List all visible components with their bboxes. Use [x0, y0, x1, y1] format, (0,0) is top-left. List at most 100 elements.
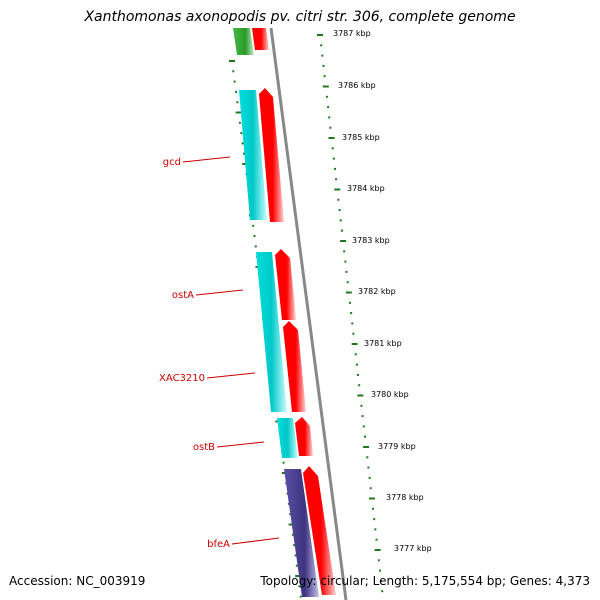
minor-tick-mark [344, 260, 347, 263]
major-tick-mark [322, 85, 329, 88]
ruler-label: 3778 kbp [386, 493, 424, 502]
reverse-strand-features [233, 28, 319, 597]
major-tick-mark [345, 291, 352, 294]
red-cds-4 [295, 417, 313, 456]
minor-tick-mark [339, 219, 342, 222]
minor-tick-mark [345, 270, 348, 273]
minor-tick-mark [235, 90, 237, 93]
gene-leader-line [195, 289, 244, 296]
ruler-label: 3786 kbp [338, 81, 376, 90]
ruler-label: 3779 kbp [378, 442, 416, 451]
minor-tick-mark [240, 132, 243, 135]
minor-tick-mark [381, 590, 384, 593]
minor-tick-mark [361, 415, 364, 418]
major-tick-mark [242, 163, 249, 165]
minor-tick-mark [357, 373, 359, 376]
red-cds-top [252, 28, 269, 50]
gene-label-ostA: ostA [172, 290, 194, 301]
red-cds-1 [259, 88, 284, 222]
major-tick-mark [357, 394, 364, 397]
minor-tick-mark [282, 461, 285, 464]
genome-backbone [269, 27, 348, 600]
cyan-cds-ostB [277, 418, 298, 458]
minor-tick-mark [358, 384, 361, 387]
minor-tick-mark [346, 281, 349, 284]
minor-tick-mark [294, 554, 297, 557]
major-tick-mark [334, 188, 341, 191]
minor-tick-mark [340, 229, 343, 232]
minor-tick-mark [360, 404, 363, 407]
minor-tick-mark [242, 152, 245, 155]
minor-tick-mark [233, 80, 236, 83]
minor-tick-mark [369, 487, 372, 490]
topology-text: Topology: circular; Length: 5,175,554 bp… [260, 574, 590, 588]
minor-tick-mark [289, 513, 292, 516]
minor-tick-mark [254, 245, 257, 248]
minor-tick-mark [253, 235, 256, 238]
gene-label-XAC3210: XAC3210 [159, 373, 205, 384]
minor-tick-mark [298, 585, 301, 588]
outer-tick-track [317, 34, 384, 593]
minor-tick-mark [287, 502, 290, 505]
minor-tick-mark [332, 157, 335, 160]
ruler-labels: 3787 kbp 3786 kbp 3785 kbp 3784 kbp 3783… [333, 29, 432, 553]
gene-label-gcd: gcd [163, 157, 181, 168]
ruler-label: 3785 kbp [342, 133, 380, 142]
minor-tick-mark [367, 466, 370, 469]
red-cds-5 [303, 466, 336, 595]
major-tick-mark [351, 343, 358, 345]
minor-tick-mark [352, 332, 355, 335]
minor-tick-mark [335, 178, 338, 181]
minor-tick-mark [321, 54, 324, 57]
minor-tick-mark [295, 564, 298, 567]
minor-tick-mark [337, 198, 340, 201]
major-tick-mark [363, 446, 370, 448]
minor-tick-mark [355, 363, 358, 366]
red-cds-3 [283, 321, 306, 412]
cyan-cds-gcd [239, 90, 267, 220]
gene-label-ostB: ostB [193, 442, 215, 453]
ruler-label: 3782 kbp [358, 287, 396, 296]
red-cds-2 [275, 249, 296, 320]
major-tick-mark [368, 497, 375, 500]
purple-cds-bfeA [284, 469, 319, 597]
ruler-label: 3783 kbp [352, 236, 390, 245]
minor-tick-mark [338, 209, 341, 212]
minor-tick-mark [293, 544, 296, 547]
minor-tick-mark [364, 435, 366, 438]
ruler-label: 3780 kbp [371, 390, 409, 399]
minor-tick-mark [378, 569, 381, 572]
minor-tick-mark [232, 70, 235, 73]
major-tick-mark [288, 523, 295, 526]
minor-tick-mark [350, 312, 353, 315]
gene-leader-line [182, 156, 231, 163]
minor-tick-mark [299, 595, 302, 598]
minor-tick-mark [351, 322, 354, 325]
ruler-label: 3781 kbp [364, 339, 402, 348]
minor-tick-mark [349, 301, 351, 304]
gene-leader-line [231, 537, 280, 545]
major-tick-mark [235, 111, 242, 114]
gene-labels: gcd ostA XAC3210 ostB bfeA [159, 156, 280, 550]
minor-tick-mark [373, 518, 376, 521]
gene-leader-line [206, 372, 256, 379]
minor-tick-mark [377, 559, 380, 562]
minor-tick-mark [372, 507, 374, 510]
minor-tick-mark [329, 126, 332, 129]
minor-tick-mark [241, 142, 244, 145]
major-tick-mark [374, 549, 381, 551]
gene-label-bfeA: bfeA [207, 539, 230, 550]
gene-leader-line [216, 441, 265, 448]
minor-tick-mark [366, 456, 369, 459]
minor-tick-mark [236, 101, 239, 104]
minor-tick-mark [327, 106, 330, 109]
minor-tick-mark [320, 44, 323, 47]
major-tick-mark [295, 575, 302, 577]
minor-tick-mark [322, 64, 325, 67]
minor-tick-mark [252, 224, 255, 227]
minor-tick-mark [328, 116, 331, 119]
minor-tick-mark [362, 425, 365, 428]
minor-tick-mark [331, 147, 334, 150]
accession-text: Accession: NC_003919 [9, 574, 146, 588]
ruler-label: 3787 kbp [333, 29, 371, 38]
